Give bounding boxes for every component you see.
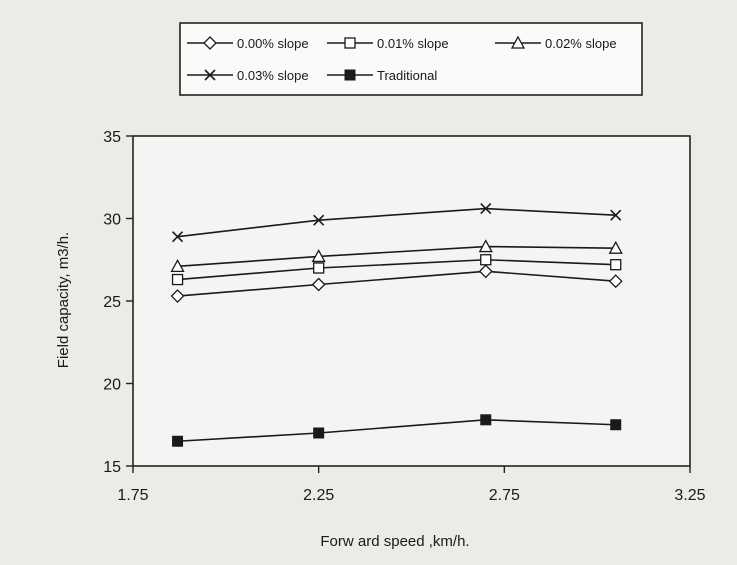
data-point-square bbox=[313, 262, 325, 274]
x-axis-label: Forw ard speed ,km/h. bbox=[320, 533, 469, 550]
series-line bbox=[177, 270, 616, 297]
data-point-square bbox=[610, 259, 622, 271]
data-point-filled-square bbox=[172, 435, 184, 447]
y-tick-label: 20 bbox=[103, 377, 121, 394]
legend-label: Traditional bbox=[377, 68, 437, 83]
legend-box bbox=[179, 22, 643, 96]
series bbox=[171, 254, 622, 286]
x-tick-label: 2.75 bbox=[489, 487, 520, 504]
legend-label: 0.00% slope bbox=[237, 36, 309, 51]
data-point-square bbox=[480, 254, 492, 266]
data-point-square bbox=[171, 273, 184, 286]
data-point-filled-square bbox=[313, 427, 325, 439]
plot-area bbox=[132, 135, 691, 467]
legend-entry: 0.00% slope bbox=[187, 36, 309, 51]
data-point-square bbox=[344, 37, 356, 49]
y-tick-label: 35 bbox=[103, 129, 121, 146]
data-point-diamond bbox=[311, 277, 326, 292]
data-point-cross bbox=[171, 231, 184, 243]
data-point-diamond bbox=[203, 36, 217, 50]
data-point-triangle bbox=[510, 35, 526, 49]
data-point-cross bbox=[610, 209, 622, 221]
y-tick-label: 25 bbox=[103, 294, 121, 311]
legend-entry: 0.03% slope bbox=[187, 68, 309, 83]
legend-entry: 0.02% slope bbox=[495, 35, 617, 51]
series bbox=[170, 239, 623, 273]
y-tick-label: 15 bbox=[103, 459, 121, 476]
y-tick-label: 30 bbox=[103, 212, 121, 229]
y-axis-ticks: 15 20 25 30 35 bbox=[103, 129, 133, 476]
data-point-diamond bbox=[608, 274, 623, 289]
series-line bbox=[177, 207, 616, 238]
data-point-triangle bbox=[311, 249, 326, 263]
legend-label: 0.02% slope bbox=[545, 36, 617, 51]
data-point-filled-square bbox=[610, 419, 622, 431]
legend: 0.00% slope 0.01% slope 0.02% slope 0.03% s… bbox=[179, 22, 643, 96]
series bbox=[170, 264, 623, 303]
data-point-cross bbox=[313, 214, 325, 226]
legend-label: 0.01% slope bbox=[377, 36, 449, 51]
series bbox=[172, 414, 622, 447]
x-tick-label: 1.75 bbox=[117, 487, 148, 504]
data-point-cross bbox=[204, 69, 216, 81]
y-axis-label: Field capacity, m3/h. bbox=[55, 232, 72, 368]
legend-entry: Traditional bbox=[327, 68, 437, 83]
legend-entry: 0.01% slope bbox=[327, 36, 449, 51]
series-layer bbox=[170, 203, 623, 447]
data-point-diamond bbox=[478, 264, 493, 279]
data-point-filled-square bbox=[480, 414, 492, 426]
x-tick-label: 3.25 bbox=[674, 487, 705, 504]
x-tick-label: 2.25 bbox=[303, 487, 334, 504]
series bbox=[171, 203, 622, 243]
data-point-triangle bbox=[608, 240, 623, 254]
series-line bbox=[177, 245, 616, 268]
data-point-triangle bbox=[170, 258, 185, 273]
x-axis-ticks: 1.75 2.25 2.75 3.25 bbox=[117, 466, 706, 504]
data-point-triangle bbox=[478, 239, 493, 253]
data-point-cross bbox=[480, 203, 492, 215]
series-line bbox=[177, 418, 616, 443]
data-point-diamond bbox=[170, 289, 185, 303]
legend-label: 0.03% slope bbox=[237, 68, 309, 83]
series-line bbox=[177, 258, 616, 281]
data-point-filled-square bbox=[344, 69, 356, 81]
